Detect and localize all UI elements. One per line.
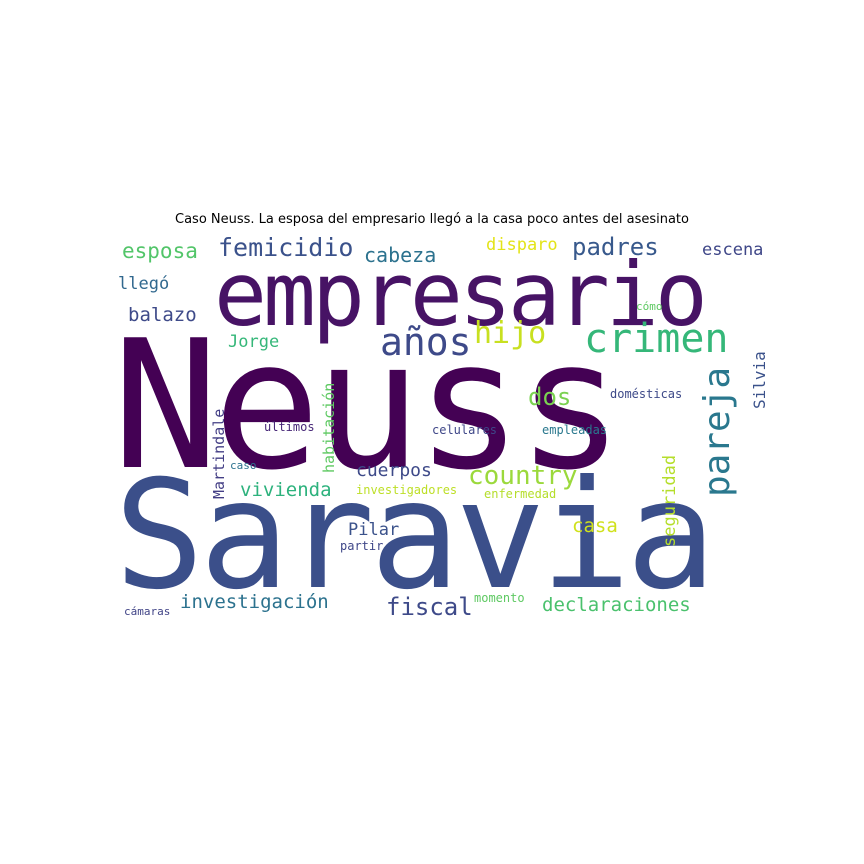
word-pareja: pareja	[697, 366, 738, 497]
word-ultimos: últimos	[264, 420, 315, 434]
word-fiscal: fiscal	[386, 593, 473, 621]
word-habitacion: habitación	[320, 382, 338, 473]
word-martindale: Martindale	[210, 408, 228, 499]
word-celulares: celulares	[432, 423, 498, 437]
word-enfermedad: enfermedad	[484, 487, 557, 501]
word-country: country	[468, 461, 578, 491]
chart-title: Caso Neuss. La esposa del empresario lle…	[175, 212, 689, 227]
word-hijo: hijo	[474, 316, 547, 351]
word-como: cómo	[636, 300, 663, 313]
word-neuss: Neuss	[112, 302, 624, 509]
word-esposa: esposa	[122, 239, 198, 263]
word-saravia: Saravia	[114, 449, 716, 623]
word-empresario: empresario	[214, 243, 708, 346]
word-jorge: Jorge	[228, 332, 280, 352]
word-llego: llegó	[118, 274, 170, 294]
word-femicidio: femicidio	[218, 233, 354, 262]
word-padres: padres	[572, 233, 659, 261]
word-disparo: disparo	[486, 235, 558, 255]
word-momento: momento	[474, 591, 525, 605]
word-cloud: Neuss Saravia empresario crimen años hij…	[112, 233, 772, 621]
word-dos: dos	[528, 383, 572, 411]
word-partir: partir	[340, 539, 384, 553]
word-cuerpos: cuerpos	[356, 460, 432, 481]
word-camaras: cámaras	[124, 605, 171, 618]
word-declaraciones: declaraciones	[542, 594, 691, 616]
word-vivienda: vivienda	[240, 479, 332, 501]
word-balazo: balazo	[128, 304, 197, 326]
word-escena: escena	[702, 240, 764, 260]
word-casa: casa	[572, 515, 618, 537]
word-silvia: Silvia	[750, 351, 769, 409]
word-cabeza: cabeza	[364, 243, 437, 267]
word-caso: caso	[230, 459, 257, 472]
word-anos: años	[380, 320, 472, 364]
word-empleadas: empleadas	[542, 423, 608, 437]
word-pilar: Pilar	[348, 520, 400, 540]
word-investigadores: investigadores	[356, 483, 458, 497]
word-domesticas: domésticas	[610, 387, 683, 401]
word-crimen: crimen	[584, 316, 729, 362]
word-seguridad: seguridad	[660, 454, 680, 547]
word-investigacion: investigación	[180, 591, 329, 613]
